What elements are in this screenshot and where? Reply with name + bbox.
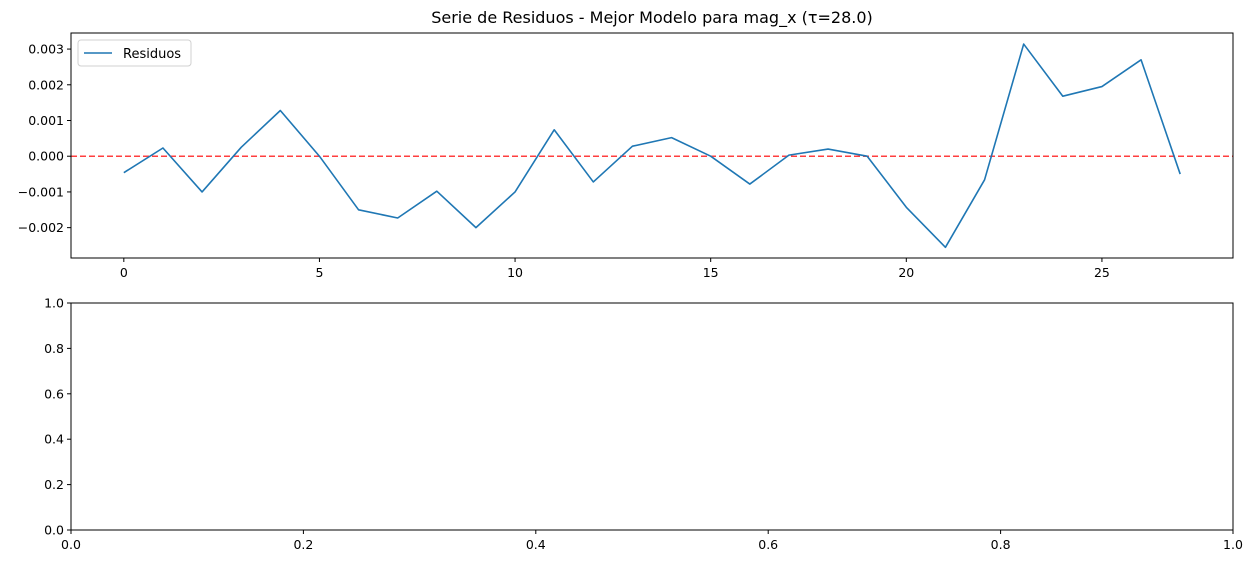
empty-x-tick-label-5: 1.0: [1223, 537, 1243, 552]
empty-y-tick-label-1: 0.2: [44, 477, 64, 492]
empty-x-tick-label-3: 0.6: [758, 537, 778, 552]
empty-x-tick-label-2: 0.4: [526, 537, 546, 552]
residuals-y-tick-label-5: 0.003: [28, 42, 64, 57]
residuals-x-tick-label-0: 0: [120, 265, 128, 280]
chart-title: Serie de Residuos - Mejor Modelo para ma…: [431, 8, 873, 28]
empty-x-tick-label-1: 0.2: [293, 537, 313, 552]
residuals-legend-box: [77, 39, 192, 67]
empty-y-tick-label-2: 0.4: [44, 432, 64, 447]
residuals-legend: Residuos: [77, 39, 192, 67]
residuals-x-tick-label-5: 25: [1094, 265, 1110, 280]
empty-y-tick-label-4: 0.8: [44, 341, 64, 356]
residuals-x-tick-label-3: 15: [703, 265, 719, 280]
residuals-y-tick-label-2: 0.000: [28, 149, 64, 164]
empty-axes-frame: [70, 302, 1234, 531]
residuals-legend-label: Residuos: [123, 47, 181, 62]
residuals-x-tick-label-4: 20: [898, 265, 914, 280]
empty-plot: 0.0 0.2 0.4 0.6 0.8 1.0 0.0 0.2 0.4 0.6 0.8 1.0: [44, 296, 1243, 553]
empty-y-tick-label-5: 1.0: [44, 296, 64, 311]
empty-y-tick-label-3: 0.6: [44, 386, 64, 401]
residuals-axes-frame: [70, 32, 1234, 259]
residuals-plot: 0 5 10 15 20 25 −0.002 −0.001 0.000 0.001 0.002 0.0…: [18, 32, 1234, 280]
residuals-y-tick-label-4: 0.002: [28, 77, 64, 92]
residuals-y-tick-label-1: −0.001: [18, 184, 64, 199]
residuals-x-tick-label-2: 10: [507, 265, 523, 280]
empty-y-tick-label-0: 0.0: [44, 523, 64, 538]
residuals-y-tick-label-0: −0.002: [18, 220, 64, 235]
empty-x-tick-label-4: 0.8: [991, 537, 1011, 552]
residuals-series-line-0: [123, 43, 1181, 249]
residuals-y-tick-label-3: 0.001: [28, 113, 64, 128]
residuals-x-tick-label-1: 5: [315, 265, 323, 280]
empty-x-tick-label-0: 0.0: [61, 537, 81, 552]
